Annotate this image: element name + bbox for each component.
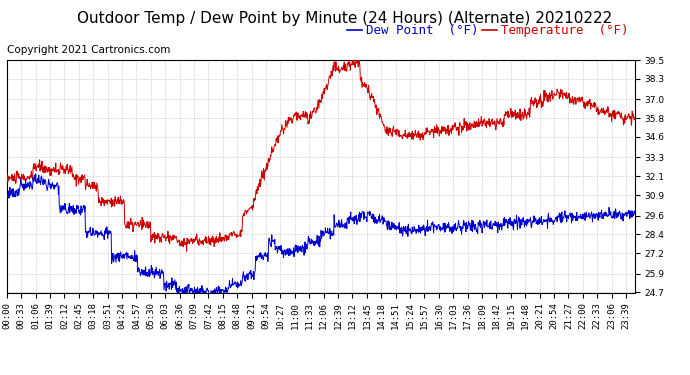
Text: Copyright 2021 Cartronics.com: Copyright 2021 Cartronics.com (7, 45, 170, 55)
Legend: Dew Point  (°F), Temperature  (°F): Dew Point (°F), Temperature (°F) (347, 24, 629, 38)
Text: Outdoor Temp / Dew Point by Minute (24 Hours) (Alternate) 20210222: Outdoor Temp / Dew Point by Minute (24 H… (77, 11, 613, 26)
